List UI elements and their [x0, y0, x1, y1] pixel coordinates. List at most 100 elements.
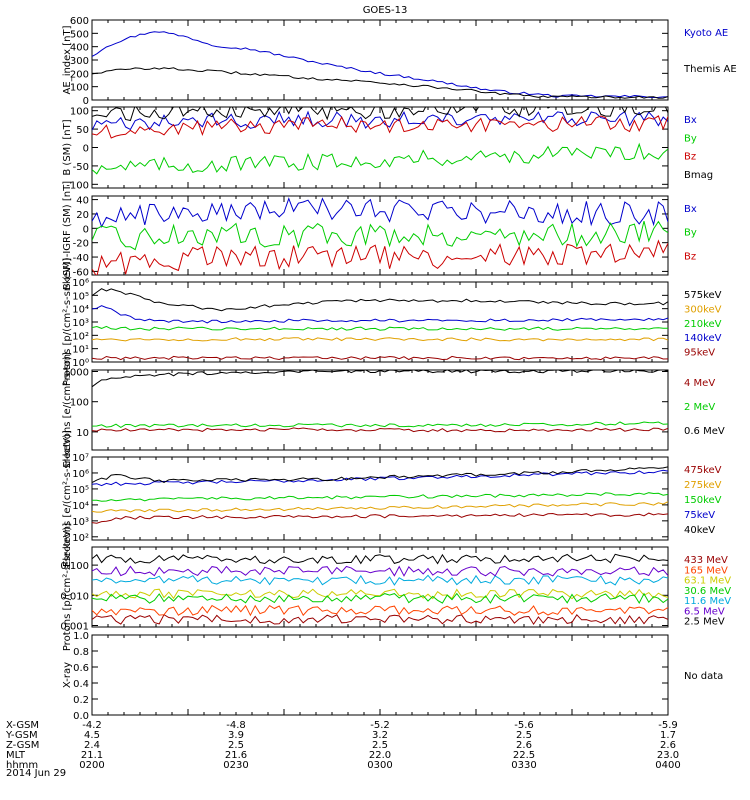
legend-entry: 300keV — [684, 304, 722, 315]
y-tick-label: 20 — [76, 210, 89, 221]
series-line — [92, 355, 668, 361]
footer-value: 3.2 — [372, 730, 388, 741]
footer-value: 0200 — [79, 760, 104, 771]
series-line — [92, 512, 668, 524]
legend-entry: 4 MeV — [684, 378, 715, 389]
footer-value: 0300 — [367, 760, 392, 771]
legend-entry: 6.5 MeV — [684, 606, 725, 617]
legend-entry: 95keV — [684, 348, 715, 359]
y-tick-label: 400 — [70, 43, 89, 54]
legend-entry: 0.6 MeV — [684, 426, 725, 437]
series-line — [92, 305, 668, 324]
legend-entry: Bmag — [684, 170, 713, 181]
legend-entry: Kyoto AE — [684, 28, 728, 39]
legend-entry: By — [684, 133, 697, 144]
legend-entry: 40keV — [684, 525, 715, 536]
y-tick-label: 0.0 — [73, 711, 89, 722]
y-tick-label: 50 — [76, 125, 89, 136]
footer-value: -5.9 — [658, 720, 678, 731]
footer-value: 4.5 — [84, 730, 100, 741]
footer-row-label: hhmm — [6, 760, 38, 771]
y-tick-label: -60 — [73, 267, 89, 278]
y-tick-label: 40 — [76, 196, 89, 207]
footer-date: 2014 Jun 29 — [6, 768, 66, 779]
series-line — [92, 613, 668, 626]
footer-value: 0330 — [511, 760, 536, 771]
series-line — [92, 142, 668, 175]
legend-entry: 2 MeV — [684, 402, 715, 413]
y-tick-label: 0.8 — [73, 647, 89, 658]
y-tick-label: 1.0 — [73, 631, 89, 642]
y-tick-label: -20 — [73, 239, 89, 250]
series-line — [92, 574, 668, 586]
y-tick-label: -40 — [73, 253, 89, 264]
panel-bigrf: -60 -40 -20 0 20 40B (SM)-IGRF (SM) [nT] Bx By B… — [62, 181, 697, 290]
y-tick-label: 500 — [70, 29, 89, 40]
y-tick-label: 200 — [70, 69, 89, 80]
legend-entry: Bx — [684, 204, 697, 215]
footer-row-label: MLT — [6, 750, 26, 761]
plot-title: GOES-13 — [363, 5, 408, 16]
y-tick-label: 10¹ — [72, 345, 89, 356]
y-tick-label: 100 — [70, 107, 89, 118]
y-tick-label: 10⁴ — [72, 305, 89, 316]
y-tick-label: 10² — [72, 331, 89, 342]
legend-entry: 150keV — [684, 495, 722, 506]
legend-entry: By — [684, 228, 697, 239]
legend-entry: Bz — [684, 251, 696, 262]
series-line — [92, 31, 668, 99]
legend-entry: 210keV — [684, 319, 722, 330]
y-tick-label: -50 — [73, 162, 89, 173]
series-line — [92, 220, 668, 251]
series-line — [92, 325, 668, 331]
footer-value: 3.9 — [228, 730, 244, 741]
y-tick-label: 100 — [70, 398, 89, 409]
y-tick-label: 0.010 — [60, 591, 89, 602]
series-line — [92, 337, 668, 342]
series-line — [92, 553, 668, 565]
footer-value: 22.5 — [513, 750, 535, 761]
y-tick-label: 0 — [83, 96, 89, 107]
legend-entry: 475keV — [684, 465, 722, 476]
footer-value: 2.5 — [516, 730, 532, 741]
y-tick-label: 1000 — [64, 368, 89, 379]
series-line — [92, 588, 668, 600]
legend-entry: 140keV — [684, 333, 722, 344]
y-tick-label: 0 — [83, 144, 89, 155]
y-tick-label: 10⁵ — [72, 485, 89, 496]
series-line — [92, 592, 668, 605]
y-tick-label: 10⁴ — [72, 501, 89, 512]
y-tick-label: 10³ — [72, 517, 89, 528]
y-tick-label: 0.4 — [73, 679, 89, 690]
y-axis-label: Protons [p/(cm²-s-sr-keV)] — [62, 258, 73, 386]
y-axis-label: Electrons [e/(cm²-s-sr-keV)] — [62, 430, 73, 567]
y-tick-label: 10⁰ — [72, 358, 89, 369]
series-line — [92, 604, 668, 617]
footer-value: 2.4 — [84, 740, 100, 751]
series-line — [92, 197, 668, 228]
legend-entry: 63.1 MeV — [684, 576, 731, 587]
y-axis-label: Protons [p/(cm²-s-sr-keV)] — [62, 523, 73, 651]
y-tick-label: 0 — [83, 224, 89, 235]
footer-value: -5.6 — [514, 720, 534, 731]
legend-entry: 275keV — [684, 480, 722, 491]
footer-value: 21.1 — [81, 750, 103, 761]
series-line — [92, 565, 668, 577]
legend-entry: Bz — [684, 152, 696, 163]
panel-note: No data — [684, 671, 723, 682]
ephemeris-footer: X-GSM -4.2 -4.8 -5.2 -5.6 -5.9Y-GSM 4.5 3.9 3.2 2… — [5, 720, 681, 779]
legend-entry: 75keV — [684, 510, 715, 521]
y-tick-label: 10⁵ — [72, 291, 89, 302]
y-tick-label: 0.100 — [60, 561, 89, 572]
y-axis-label: AE_index [nT] — [62, 25, 73, 94]
legend-entry: Themis AE — [683, 64, 737, 75]
series-line — [92, 501, 668, 513]
y-tick-label: 0.6 — [73, 663, 89, 674]
y-tick-label: 10 — [76, 428, 89, 439]
footer-value: 1.7 — [660, 730, 676, 741]
